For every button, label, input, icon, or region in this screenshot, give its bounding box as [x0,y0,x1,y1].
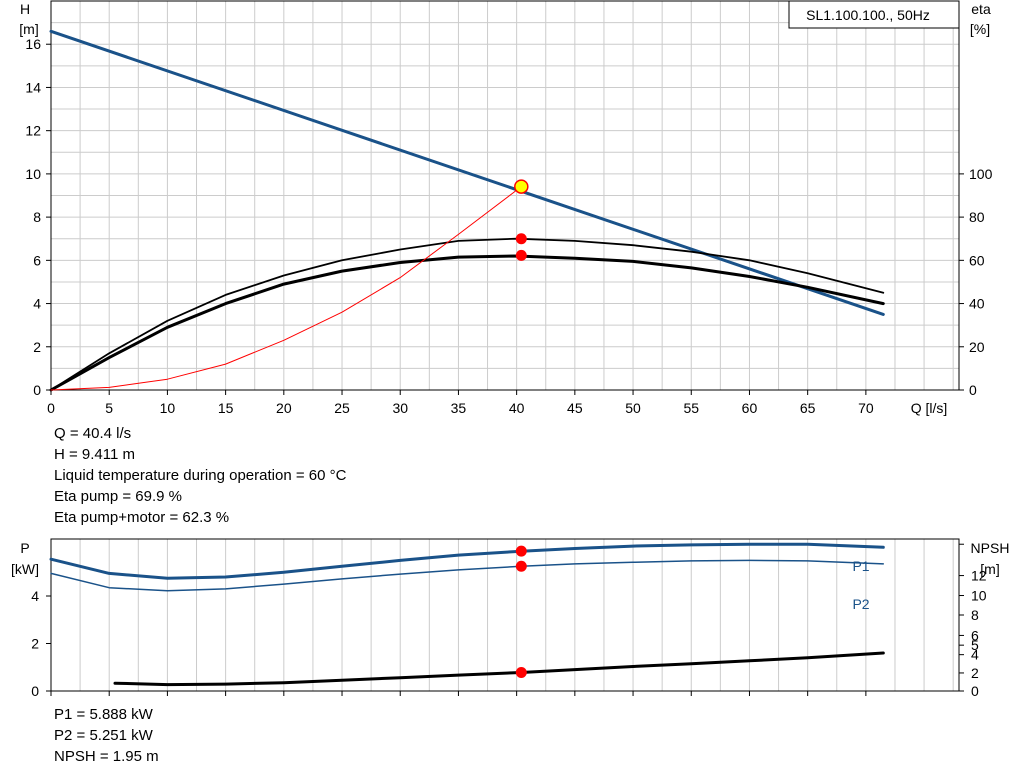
y-right-tick-label: 0 [969,382,977,398]
x-tick-label: 15 [218,400,234,416]
series-label-p1: P1 [852,558,869,574]
info-eta-pump-motor: Eta pump+motor = 62.3 % [54,509,230,526]
info-liquid-temp: Liquid temperature during operation = 60… [54,467,347,484]
x-tick-label: 30 [392,400,408,416]
y-left-tick-label: 12 [25,123,41,139]
y-right-tick-label: 20 [969,339,985,355]
series-line-1 [50,559,885,592]
y-right-tick-label: 80 [969,209,985,225]
x-tick-label: 10 [160,400,176,416]
y-left-tick-label: 16 [25,36,41,52]
y-left-tick-label: 6 [33,252,41,268]
info-p2: P2 = 5.251 kW [54,727,153,744]
x-tick-label: 45 [567,400,583,416]
x-tick-label: 40 [509,400,525,416]
y-right-tick-label: 12 [971,568,987,584]
duty-point-marker [515,249,527,261]
info-head: H = 9.411 m [54,446,136,463]
series-line-0 [49,542,885,580]
y-left-axis-unit: [kW] [11,561,39,577]
y-right-axis-title: eta [971,1,991,17]
y-left-tick-label: 10 [25,166,41,182]
duty-point-marker [515,545,527,557]
x-tick-label: 50 [625,400,641,416]
y-left-axis-title: P [20,540,29,556]
x-axis-title: Q [l/s] [911,400,948,416]
series-line-0 [49,29,885,316]
series-line-1 [50,237,885,391]
x-tick-label: 20 [276,400,292,416]
y-right-tick-label: 40 [969,296,985,312]
x-tick-label: 65 [800,400,816,416]
y-right-axis-unit: [%] [970,21,990,37]
y-left-tick-label: 2 [31,636,39,652]
y-left-axis-unit: [m] [19,21,38,37]
info-npsh: NPSH = 1.95 m [54,748,159,765]
info-p1: P1 = 5.888 kW [54,706,153,723]
x-tick-label: 25 [334,400,350,416]
y-right-tick-label: 60 [969,252,985,268]
y-left-tick-label: 0 [31,683,39,699]
y-right-tick-label: 2 [971,665,979,681]
duty-point-marker [515,666,527,678]
duty-point-marker [515,233,527,245]
y-right-tick-label: 4 [971,647,979,663]
y-right-tick-label: 6 [971,627,979,643]
duty-point-marker [514,179,529,194]
x-tick-label: 70 [858,400,874,416]
series-label-p2: P2 [852,596,869,612]
x-tick-label: 55 [683,400,699,416]
legend-box [788,0,960,29]
x-tick-label: 5 [105,400,113,416]
power-info: P1 = 5.888 kW P2 = 5.251 kW NPSH = 1.95 … [54,704,159,767]
series-line-2 [113,651,885,687]
x-tick-label: 0 [47,400,55,416]
info-flow: Q = 40.4 l/s [54,425,132,442]
y-left-axis-title: H [20,1,30,17]
series-line-3 [50,186,522,391]
y-right-tick-label: 10 [971,588,987,604]
series-line-2 [49,254,885,392]
y-left-tick-label: 4 [33,296,41,312]
duty-point-marker [515,560,527,572]
y-right-axis-unit: [m] [980,561,999,577]
y-right-tick-label: 5 [971,637,979,653]
duty-point-info: Q = 40.4 l/s H = 9.411 m Liquid temperat… [54,423,346,528]
y-right-tick-label: 100 [969,166,993,182]
y-left-tick-label: 8 [33,209,41,225]
info-eta-pump: Eta pump = 69.9 % [54,488,182,505]
y-right-tick-label: 8 [971,607,979,623]
y-left-tick-label: 14 [25,79,41,95]
y-right-tick-label: 0 [971,683,979,699]
x-tick-label: 35 [451,400,467,416]
performance-chart: 0 5 10 15 20 25 30 35 40 45 50 55 60 65 70 0 2 4 6 8 10 12 14 1… [19,0,993,416]
y-left-tick-label: 2 [33,339,41,355]
plot-frame [50,0,960,391]
x-tick-label: 60 [742,400,758,416]
y-left-tick-label: 4 [31,588,39,604]
y-right-axis-title: NPSH [971,540,1010,556]
legend-label: SL1.100.100., 50Hz [806,7,930,23]
y-left-tick-label: 0 [33,382,41,398]
